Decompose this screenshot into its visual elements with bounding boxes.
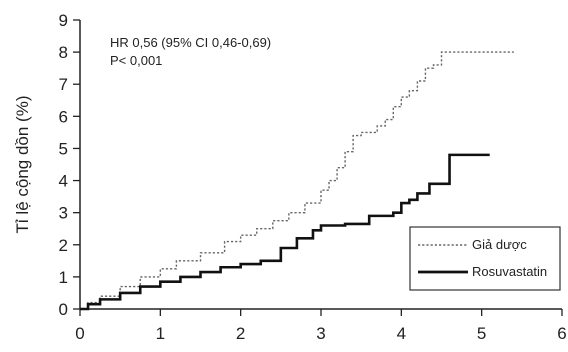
x-tick-label: 2 bbox=[236, 324, 245, 343]
x-tick-label: 0 bbox=[75, 324, 84, 343]
annotations: HR 0,56 (95% CI 0,46-0,69) P< 0,001 bbox=[110, 35, 271, 68]
p-value-annotation: P< 0,001 bbox=[110, 53, 162, 68]
x-tick-label: 5 bbox=[477, 324, 486, 343]
y-tick-label: 8 bbox=[59, 43, 68, 62]
legend-label: Giả dược bbox=[472, 237, 527, 252]
y-tick-label: 6 bbox=[59, 107, 68, 126]
x-tick-label: 4 bbox=[397, 324, 406, 343]
axes: 0 1 2 3 4 5 6 7 8 9 0 1 2 3 4 5 6 Tỉ lệ cộng dồn (%) bbox=[13, 11, 567, 343]
x-tick-label: 1 bbox=[156, 324, 165, 343]
y-tick-label: 3 bbox=[59, 204, 68, 223]
x-tick-label: 3 bbox=[316, 324, 325, 343]
series-layer bbox=[80, 51, 514, 311]
y-tick-label: 0 bbox=[59, 300, 68, 319]
x-tick-label: 6 bbox=[557, 324, 566, 343]
y-tick-label: 9 bbox=[59, 11, 68, 30]
hazard-ratio-annotation: HR 0,56 (95% CI 0,46-0,69) bbox=[110, 35, 271, 50]
legend-box bbox=[409, 226, 561, 291]
y-axis-title: Tỉ lệ cộng dồn (%) bbox=[13, 96, 32, 234]
y-tick-label: 4 bbox=[59, 172, 68, 191]
legend-label: Rosuvastatin bbox=[472, 264, 547, 279]
series-line-rosuvastatin bbox=[80, 153, 490, 311]
y-tick-label: 5 bbox=[59, 139, 68, 158]
y-tick-label: 7 bbox=[59, 75, 68, 94]
legend: Giả dược Rosuvastatin bbox=[409, 226, 561, 291]
y-tick-label: 1 bbox=[59, 268, 68, 287]
y-tick-label: 2 bbox=[59, 236, 68, 255]
